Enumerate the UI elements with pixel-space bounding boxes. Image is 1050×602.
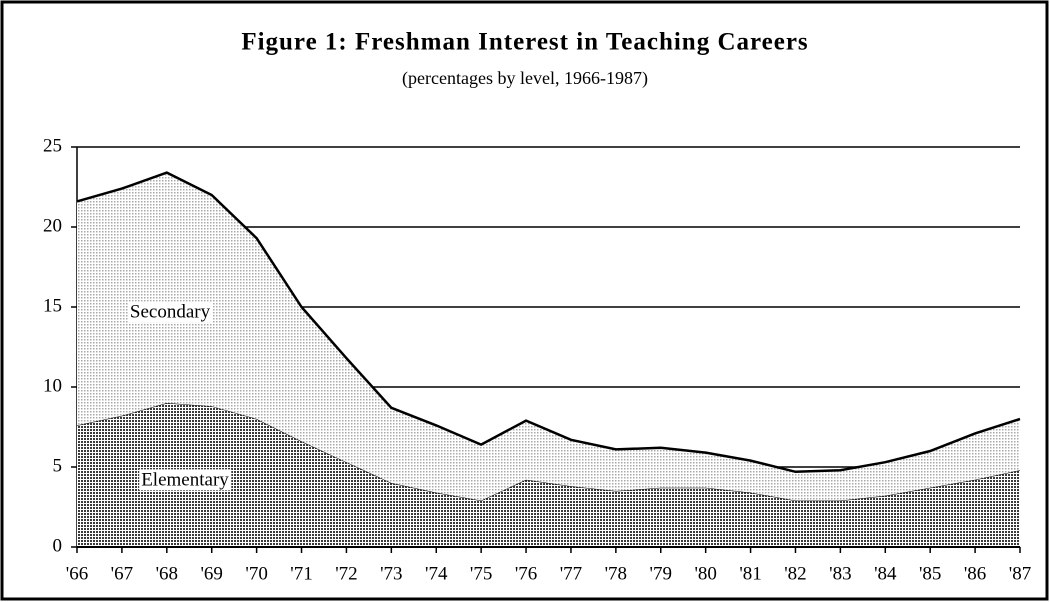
chart-subtitle: (percentages by level, 1966-1987) <box>402 68 648 89</box>
y-tick-label: 10 <box>43 375 62 396</box>
y-tick-label: 0 <box>53 535 63 556</box>
area-edge <box>76 171 1021 474</box>
x-tick-label: '72 <box>335 563 357 584</box>
x-tick-label: '75 <box>470 563 492 584</box>
x-tick-label: '78 <box>605 563 627 584</box>
x-tick-label: '74 <box>425 563 448 584</box>
x-tick-label: '77 <box>560 563 582 584</box>
x-tick-label: '83 <box>829 563 851 584</box>
series-label-bg <box>127 301 213 323</box>
series-label-bg <box>139 469 232 491</box>
area <box>77 403 1020 547</box>
series-label: Elementary <box>141 469 229 490</box>
x-tick-label: '76 <box>515 563 537 584</box>
y-tick-label: 15 <box>43 295 62 316</box>
y-tick-label: 5 <box>53 455 63 476</box>
x-tick-label: '69 <box>200 563 222 584</box>
y-tick-label: 20 <box>43 215 62 236</box>
x-tick-label: '68 <box>156 563 178 584</box>
x-tick-label: '86 <box>964 563 986 584</box>
x-tick-label: '67 <box>111 563 133 584</box>
x-tick-label: '87 <box>1009 563 1031 584</box>
area <box>77 172 1020 501</box>
x-tick-label: '82 <box>784 563 806 584</box>
series-label: Secondary <box>130 301 211 322</box>
x-tick-label: '80 <box>694 563 716 584</box>
x-tick-label: '81 <box>739 563 761 584</box>
x-tick-label: '85 <box>919 563 941 584</box>
x-tick-label: '84 <box>874 563 897 584</box>
chart-title: Figure 1: Freshman Interest in Teaching … <box>241 29 808 56</box>
x-tick-label: '79 <box>650 563 672 584</box>
y-tick-label: 25 <box>43 135 62 156</box>
x-tick-label: '70 <box>245 563 267 584</box>
x-tick-label: '66 <box>66 563 88 584</box>
x-tick-label: '71 <box>290 563 312 584</box>
x-tick-label: '73 <box>380 563 402 584</box>
